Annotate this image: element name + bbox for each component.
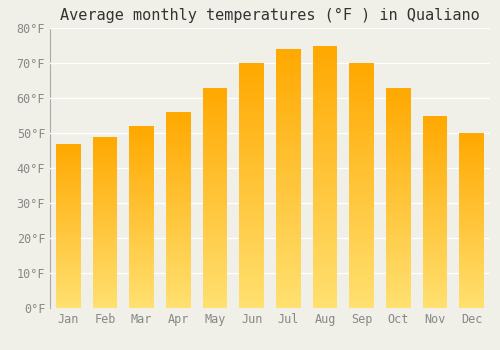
Title: Average monthly temperatures (°F ) in Qualiano: Average monthly temperatures (°F ) in Qu… <box>60 8 480 23</box>
